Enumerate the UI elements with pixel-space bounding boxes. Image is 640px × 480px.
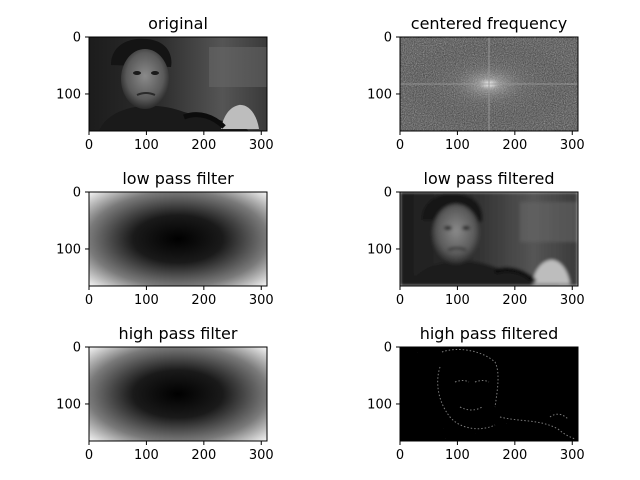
x-tick-label: 300 [560, 138, 585, 153]
x-tick-label: 100 [445, 448, 470, 463]
x-tick-label: 0 [85, 293, 93, 308]
subplot-title: low pass filtered [424, 169, 555, 188]
x-tick-label: 100 [445, 293, 470, 308]
axes-frame [399, 191, 579, 287]
axes-frame [88, 191, 268, 287]
y-tick-label: 100 [56, 242, 81, 257]
subplot-title: original [148, 14, 208, 33]
x-tick-label: 0 [396, 448, 404, 463]
panel-image [89, 347, 267, 441]
axes-frame [399, 36, 579, 132]
subplot: low pass filtered 0 100 200 300 0 100 [367, 169, 585, 308]
x-tick-label: 200 [191, 448, 216, 463]
x-tick-label: 300 [249, 138, 274, 153]
y-tick-label: 100 [56, 397, 81, 412]
y-tick-label: 100 [367, 87, 392, 102]
y-tick-label: 100 [367, 397, 392, 412]
y-tick-label: 0 [73, 186, 81, 201]
x-tick-label: 0 [85, 138, 93, 153]
subplot: high pass filter 0 100 200 300 0 100 [56, 324, 274, 463]
panel-image [400, 37, 578, 131]
y-tick-label: 0 [384, 341, 392, 356]
x-tick-label: 200 [191, 138, 216, 153]
x-tick-label: 200 [191, 293, 216, 308]
subplot: original 0 100 200 300 0 100 [56, 14, 274, 153]
x-tick-label: 100 [134, 138, 159, 153]
y-tick-label: 0 [384, 31, 392, 46]
x-tick-label: 200 [502, 293, 527, 308]
y-tick-label: 0 [384, 186, 392, 201]
x-tick-label: 200 [502, 138, 527, 153]
y-tick-label: 100 [56, 87, 81, 102]
x-tick-label: 300 [249, 293, 274, 308]
subplot: centered frequency 0 100 200 300 0 100 [367, 14, 585, 153]
x-tick-label: 0 [396, 293, 404, 308]
subplot-title: low pass filter [122, 169, 234, 188]
x-tick-label: 200 [502, 448, 527, 463]
x-tick-label: 100 [134, 293, 159, 308]
panel-image [89, 192, 267, 286]
axes-frame [88, 346, 268, 442]
x-tick-label: 300 [560, 448, 585, 463]
subplot-title: high pass filter [119, 324, 238, 343]
x-tick-label: 100 [445, 138, 470, 153]
y-tick-label: 0 [73, 341, 81, 356]
panel-image [400, 347, 578, 441]
y-tick-label: 0 [73, 31, 81, 46]
subplot-title: high pass filtered [420, 324, 559, 343]
axes-frame [88, 36, 268, 132]
axes-frame [399, 346, 579, 442]
subplot: low pass filter 0 100 200 300 0 100 [56, 169, 274, 308]
x-tick-label: 300 [249, 448, 274, 463]
subplot-title: centered frequency [411, 14, 567, 33]
panel-image [89, 37, 267, 131]
x-tick-label: 0 [85, 448, 93, 463]
x-tick-label: 0 [396, 138, 404, 153]
panel-image [400, 192, 578, 286]
subplot: high pass filtered 0 100 200 300 0 100 [367, 324, 585, 463]
x-tick-label: 300 [560, 293, 585, 308]
x-tick-label: 100 [134, 448, 159, 463]
y-tick-label: 100 [367, 242, 392, 257]
